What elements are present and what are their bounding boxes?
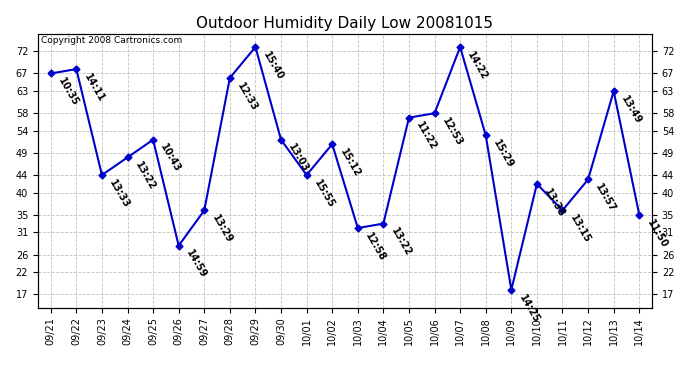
Text: 14:22: 14:22 xyxy=(466,50,490,82)
Text: 12:33: 12:33 xyxy=(235,81,259,112)
Title: Outdoor Humidity Daily Low 20081015: Outdoor Humidity Daily Low 20081015 xyxy=(197,16,493,31)
Text: 13:38: 13:38 xyxy=(542,187,566,219)
Text: 15:40: 15:40 xyxy=(261,50,285,82)
Text: 11:22: 11:22 xyxy=(415,120,439,152)
Text: 12:58: 12:58 xyxy=(364,231,388,263)
Text: 11:50: 11:50 xyxy=(645,217,669,249)
Text: 14:25: 14:25 xyxy=(517,292,541,324)
Text: 14:11: 14:11 xyxy=(82,72,106,104)
Text: 12:53: 12:53 xyxy=(440,116,464,148)
Text: 10:35: 10:35 xyxy=(57,76,81,108)
Text: 14:59: 14:59 xyxy=(184,249,208,280)
Text: 15:55: 15:55 xyxy=(312,178,336,210)
Text: 15:12: 15:12 xyxy=(338,147,362,179)
Text: Copyright 2008 Cartronics.com: Copyright 2008 Cartronics.com xyxy=(41,36,182,45)
Text: 13:22: 13:22 xyxy=(133,160,157,192)
Text: 13:49: 13:49 xyxy=(619,94,643,126)
Text: 15:29: 15:29 xyxy=(491,138,515,170)
Text: 13:57: 13:57 xyxy=(593,182,618,214)
Text: 13:03: 13:03 xyxy=(286,142,310,174)
Text: 13:29: 13:29 xyxy=(210,213,234,245)
Text: 13:15: 13:15 xyxy=(568,213,592,245)
Text: 10:43: 10:43 xyxy=(159,142,183,174)
Text: 13:33: 13:33 xyxy=(108,178,132,210)
Text: 13:22: 13:22 xyxy=(389,226,413,258)
